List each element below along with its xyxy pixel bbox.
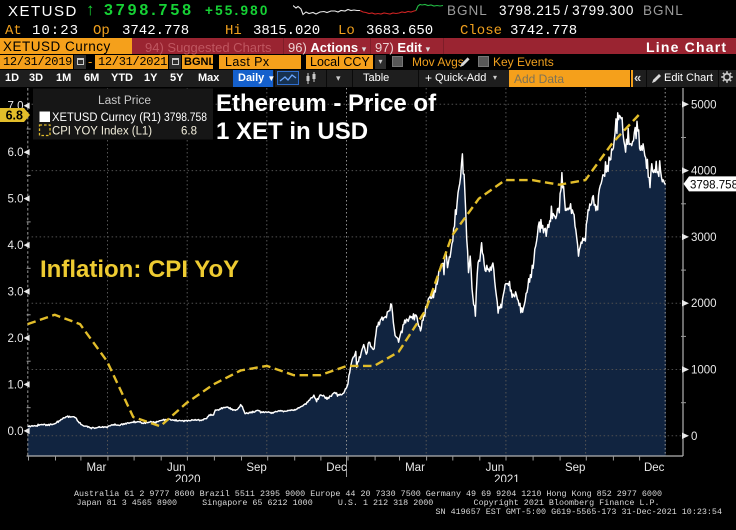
svg-text:Ethereum - Price of: Ethereum - Price of [216, 90, 437, 117]
svg-text:Jun: Jun [486, 462, 505, 474]
svg-text:6.8: 6.8 [181, 126, 197, 138]
svg-text:3798.758: 3798.758 [164, 112, 207, 124]
svg-text:Sep: Sep [565, 462, 585, 474]
svg-text:1 XET in USD: 1 XET in USD [216, 118, 368, 145]
svg-text:CPI YOY Index (L1): CPI YOY Index (L1) [52, 126, 152, 138]
svg-text:0: 0 [691, 431, 697, 443]
svg-text:2.0: 2.0 [8, 333, 24, 345]
svg-text:1000: 1000 [691, 365, 717, 377]
svg-text:3000: 3000 [691, 232, 717, 244]
svg-text:4000: 4000 [691, 166, 717, 178]
svg-text:2000: 2000 [691, 298, 717, 310]
svg-text:2020: 2020 [175, 474, 201, 482]
svg-text:4.0: 4.0 [8, 240, 24, 252]
svg-text:Jun: Jun [167, 462, 186, 474]
svg-text:3.0: 3.0 [8, 287, 24, 299]
svg-text:5000: 5000 [691, 99, 717, 111]
svg-text:Sep: Sep [246, 462, 266, 474]
svg-text:0.0: 0.0 [8, 426, 24, 438]
svg-text:Dec: Dec [326, 462, 347, 474]
svg-text:Last Price: Last Price [98, 95, 151, 107]
svg-text:1.0: 1.0 [8, 379, 24, 391]
svg-text:Inflation: CPI YoY: Inflation: CPI YoY [40, 256, 239, 283]
svg-text:Dec: Dec [644, 462, 665, 474]
svg-text:3798.758: 3798.758 [690, 179, 736, 191]
svg-text:6.0: 6.0 [8, 147, 24, 159]
svg-text:5.0: 5.0 [8, 194, 24, 206]
svg-text:Mar: Mar [86, 462, 106, 474]
svg-text:2021: 2021 [494, 474, 520, 482]
svg-text:XETUSD Curncy (R1): XETUSD Curncy (R1) [52, 112, 161, 124]
svg-text:6.8: 6.8 [6, 109, 23, 123]
svg-text:Mar: Mar [405, 462, 425, 474]
